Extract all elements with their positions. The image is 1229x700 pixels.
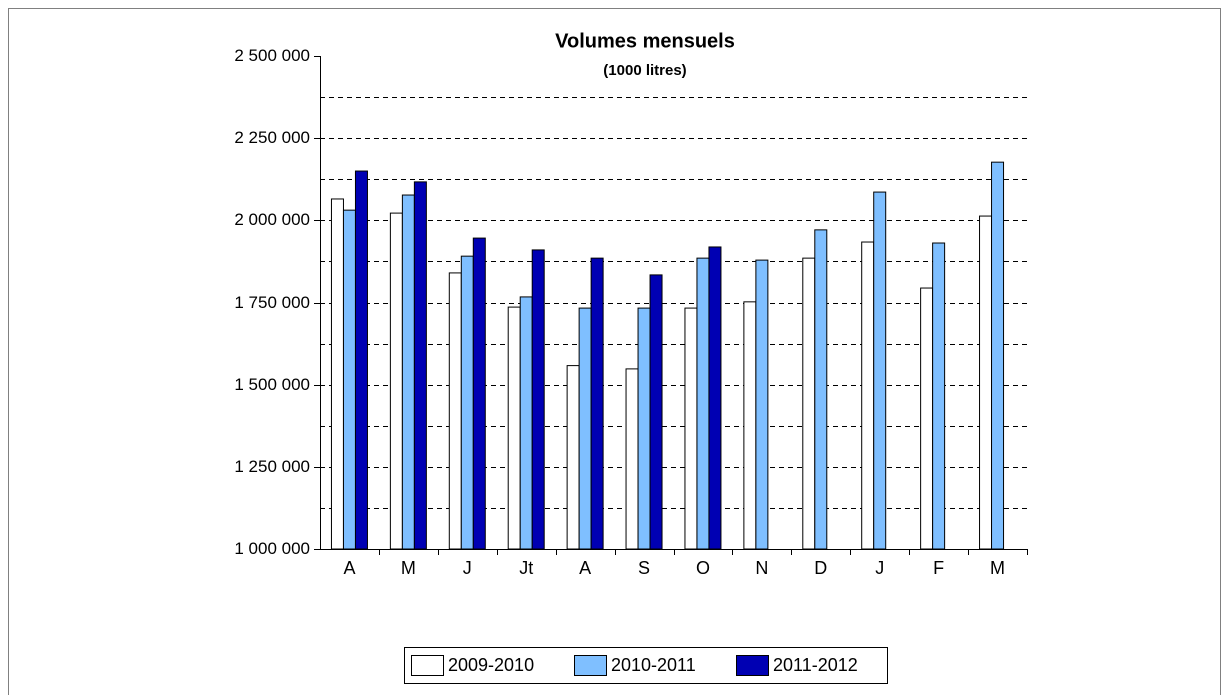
x-tick-label: N xyxy=(755,558,768,578)
bar xyxy=(460,255,474,550)
bar xyxy=(507,306,521,550)
bar xyxy=(991,161,1005,550)
legend-box xyxy=(404,647,888,684)
bar xyxy=(814,229,828,550)
x-tick-label: A xyxy=(579,558,591,578)
chart-border xyxy=(8,8,1221,700)
x-tick-label: D xyxy=(814,558,827,578)
bar xyxy=(861,241,875,550)
legend-swatch xyxy=(574,655,607,676)
bar xyxy=(519,296,533,550)
bar xyxy=(684,307,698,550)
y-tick-label: 2 500 000 xyxy=(234,46,310,65)
bar xyxy=(625,368,639,550)
legend-label: 2009-2010 xyxy=(448,655,534,675)
bar xyxy=(401,194,415,550)
legend-label: 2011-2012 xyxy=(773,655,858,675)
bar xyxy=(590,257,604,550)
bar xyxy=(472,237,486,550)
legend-swatch xyxy=(411,655,444,676)
bar xyxy=(637,307,651,550)
bar xyxy=(342,209,356,550)
bar xyxy=(330,198,344,550)
bar xyxy=(708,246,722,550)
y-tick-label: 1 000 000 xyxy=(234,539,310,558)
x-tick-label: M xyxy=(401,558,416,578)
bar xyxy=(389,212,403,550)
bar xyxy=(578,307,592,550)
bar xyxy=(566,365,580,550)
bar xyxy=(743,301,757,550)
bar xyxy=(696,257,710,550)
legend-swatch xyxy=(736,655,769,676)
x-tick-label: O xyxy=(696,558,710,578)
y-tick-label: 1 250 000 xyxy=(234,457,310,476)
y-tick-label: 2 250 000 xyxy=(234,128,310,147)
bar xyxy=(448,272,462,550)
x-tick-label: F xyxy=(933,558,944,578)
bar xyxy=(649,274,663,550)
x-tick-label: S xyxy=(638,558,650,578)
bar xyxy=(413,181,427,550)
bar xyxy=(920,287,934,550)
y-tick-label: 1 500 000 xyxy=(234,375,310,394)
x-tick-label: Jt xyxy=(519,558,533,578)
bar xyxy=(531,249,545,550)
legend-label: 2010-2011 xyxy=(611,655,696,675)
x-tick-label: A xyxy=(343,558,355,578)
bar xyxy=(873,191,887,550)
x-tick-label: J xyxy=(875,558,884,578)
y-tick-label: 2 000 000 xyxy=(234,210,310,229)
bar xyxy=(932,242,946,550)
bar xyxy=(979,215,993,550)
x-tick-label: J xyxy=(463,558,472,578)
bar xyxy=(354,170,368,550)
chart-title: Volumes mensuels xyxy=(555,30,735,52)
bar xyxy=(802,257,816,550)
bar xyxy=(755,259,769,550)
chart-subtitle: (1000 litres) xyxy=(603,62,686,79)
y-tick-label: 1 750 000 xyxy=(234,293,310,312)
x-tick-label: M xyxy=(990,558,1005,578)
